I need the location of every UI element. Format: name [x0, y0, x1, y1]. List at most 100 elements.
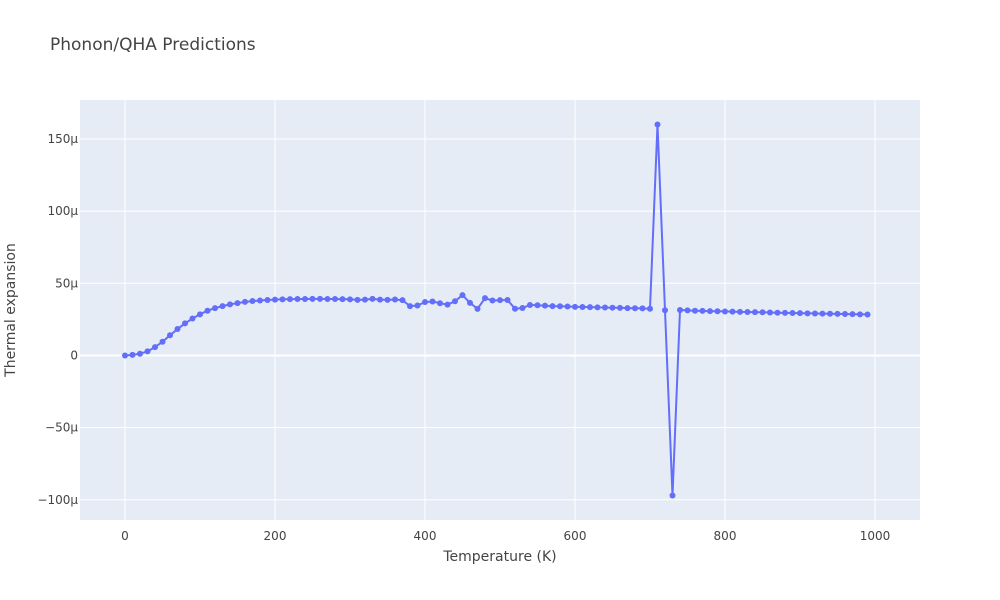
data-point[interactable] [437, 300, 443, 307]
data-point[interactable] [429, 298, 436, 305]
data-point[interactable] [249, 298, 256, 305]
data-point[interactable] [662, 307, 668, 314]
data-point[interactable] [759, 309, 766, 316]
data-point[interactable] [594, 304, 601, 311]
data-point[interactable] [609, 304, 616, 311]
data-point[interactable] [722, 308, 728, 315]
data-point[interactable] [819, 310, 826, 317]
data-point[interactable] [137, 350, 143, 357]
data-point[interactable] [842, 311, 848, 318]
data-point[interactable] [444, 301, 451, 308]
data-point[interactable] [504, 297, 511, 304]
data-point[interactable] [182, 320, 188, 327]
data-point[interactable] [122, 352, 128, 359]
data-point[interactable] [669, 492, 676, 499]
data-point[interactable] [519, 304, 526, 311]
data-point[interactable] [767, 309, 773, 316]
data-point[interactable] [242, 298, 248, 305]
data-point[interactable] [864, 311, 871, 318]
data-point[interactable] [677, 307, 683, 313]
data-point[interactable] [542, 302, 548, 309]
data-point[interactable] [849, 311, 856, 318]
data-point[interactable] [189, 315, 196, 322]
data-point[interactable] [617, 304, 623, 311]
data-point[interactable] [699, 307, 706, 314]
data-point[interactable] [639, 305, 646, 312]
data-point[interactable] [324, 296, 331, 303]
data-point[interactable] [692, 307, 698, 314]
data-point[interactable] [512, 305, 518, 312]
data-point[interactable] [234, 300, 241, 307]
data-point[interactable] [144, 348, 151, 355]
data-point[interactable] [527, 301, 533, 308]
data-point[interactable] [159, 338, 166, 345]
data-point[interactable] [197, 311, 203, 318]
data-point[interactable] [812, 310, 818, 317]
data-point[interactable] [482, 295, 488, 302]
data-point[interactable] [347, 296, 353, 303]
data-point[interactable] [174, 326, 181, 333]
data-point[interactable] [857, 311, 863, 318]
data-point[interactable] [729, 308, 736, 315]
data-point[interactable] [384, 296, 391, 303]
data-point[interactable] [129, 351, 136, 358]
data-point[interactable] [467, 299, 473, 306]
data-point[interactable] [407, 303, 413, 310]
data-point[interactable] [782, 309, 788, 316]
data-point[interactable] [752, 309, 758, 316]
data-point[interactable] [579, 303, 586, 310]
data-point[interactable] [377, 296, 383, 303]
data-point[interactable] [654, 121, 661, 128]
data-point[interactable] [302, 296, 308, 303]
data-point[interactable] [212, 305, 218, 312]
data-point[interactable] [354, 296, 361, 303]
data-point[interactable] [774, 309, 781, 316]
data-point[interactable] [204, 307, 211, 314]
data-point[interactable] [257, 297, 263, 304]
data-point[interactable] [572, 303, 578, 310]
data-point[interactable] [497, 297, 503, 304]
data-point[interactable] [707, 308, 713, 315]
data-point[interactable] [399, 297, 406, 304]
data-point[interactable] [714, 308, 721, 315]
data-point[interactable] [309, 295, 316, 302]
data-point[interactable] [459, 292, 466, 299]
data-point[interactable] [647, 305, 653, 312]
data-point[interactable] [797, 310, 803, 317]
data-point[interactable] [564, 303, 571, 310]
data-point[interactable] [392, 296, 398, 303]
data-point[interactable] [549, 303, 556, 310]
data-point[interactable] [414, 302, 421, 309]
data-point[interactable] [422, 299, 428, 306]
data-point[interactable] [369, 295, 376, 302]
data-point[interactable] [474, 305, 481, 312]
data-point[interactable] [744, 309, 751, 316]
data-point[interactable] [227, 301, 233, 308]
data-point[interactable] [317, 295, 323, 302]
data-point[interactable] [534, 302, 541, 309]
data-point[interactable] [737, 308, 743, 315]
data-point[interactable] [489, 297, 496, 304]
data-point[interactable] [452, 298, 458, 305]
data-point[interactable] [294, 296, 301, 303]
data-point[interactable] [272, 296, 278, 303]
data-point[interactable] [287, 296, 293, 303]
data-point[interactable] [804, 310, 811, 317]
data-point[interactable] [587, 304, 593, 311]
data-point[interactable] [557, 303, 563, 310]
data-point[interactable] [602, 304, 608, 311]
data-point[interactable] [264, 297, 271, 304]
data-point[interactable] [624, 305, 631, 312]
data-point[interactable] [152, 344, 158, 351]
data-point[interactable] [834, 310, 841, 317]
data-point[interactable] [219, 303, 226, 310]
data-point[interactable] [279, 296, 286, 303]
data-point[interactable] [827, 310, 833, 317]
data-point[interactable] [684, 307, 691, 314]
data-point[interactable] [632, 305, 638, 312]
data-point[interactable] [789, 310, 796, 317]
data-point[interactable] [332, 296, 338, 303]
data-point[interactable] [167, 332, 173, 339]
data-point[interactable] [362, 296, 368, 303]
data-point[interactable] [339, 296, 346, 303]
